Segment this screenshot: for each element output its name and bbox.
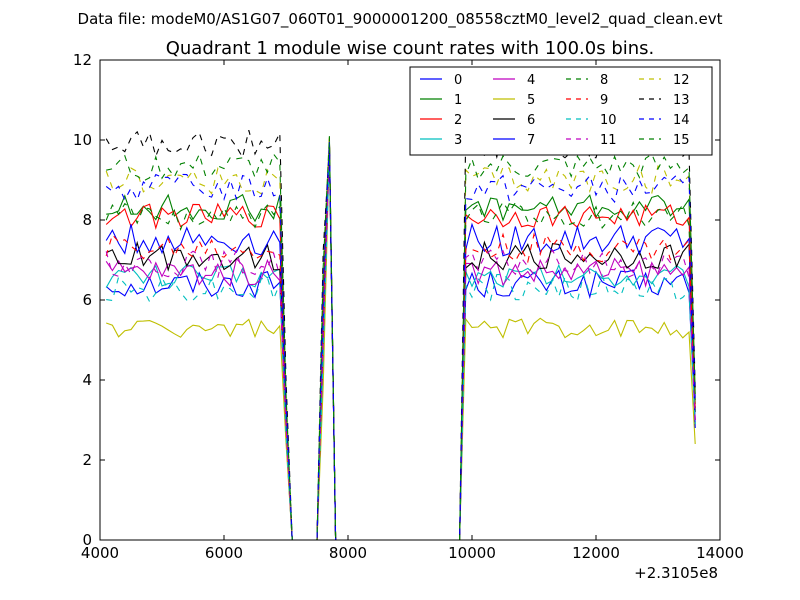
y-tick-label-4: 8 <box>82 211 92 229</box>
series-line-9 <box>105 138 696 541</box>
legend-label-13: 13 <box>673 93 690 108</box>
legend-frame <box>409 66 713 156</box>
x-tick-label-5: 14000 <box>696 544 744 562</box>
x-tick-label-4: 12000 <box>572 544 620 562</box>
legend-label-6: 6 <box>527 113 535 128</box>
series-line-11 <box>105 143 696 541</box>
series-line-10 <box>106 149 696 541</box>
y-tick-label-2: 4 <box>82 371 92 389</box>
series-line-14 <box>105 141 696 541</box>
legend-label-7: 7 <box>527 133 535 148</box>
series-line-12 <box>105 137 696 541</box>
legend-label-2: 2 <box>454 113 462 128</box>
legend-label-0: 0 <box>454 73 462 88</box>
series-line-8 <box>105 144 696 541</box>
x-tick-label-0: 4000 <box>81 544 119 562</box>
x-offset-label: +2.3105e8 <box>634 564 718 582</box>
series-line-5 <box>106 146 696 541</box>
y-tick-label-3: 6 <box>82 291 92 309</box>
chart-title: Quadrant 1 module wise count rates with … <box>166 38 655 59</box>
x-tick-label-1: 6000 <box>205 544 243 562</box>
legend-label-14: 14 <box>673 113 690 128</box>
legend-label-1: 1 <box>454 93 462 108</box>
legend-label-4: 4 <box>527 73 535 88</box>
series-line-15 <box>106 136 696 541</box>
legend-label-5: 5 <box>527 93 535 108</box>
legend-label-12: 12 <box>673 73 690 88</box>
legend-label-10: 10 <box>600 113 617 128</box>
legend-label-15: 15 <box>673 133 690 148</box>
x-tick-label-2: 8000 <box>329 544 367 562</box>
y-tick-label-6: 12 <box>73 51 92 69</box>
legend-label-11: 11 <box>600 133 617 148</box>
legend-label-8: 8 <box>600 73 608 88</box>
figure-suptitle: Data file: modeM0/AS1G07_060T01_90000012… <box>78 10 723 29</box>
series-layer <box>105 129 696 541</box>
y-tick-label-0: 0 <box>82 531 92 549</box>
series-line-2 <box>105 147 696 541</box>
y-tick-label-5: 10 <box>73 131 92 149</box>
y-tick-label-1: 2 <box>82 451 92 469</box>
legend-label-3: 3 <box>454 133 462 148</box>
x-tick-label-3: 10000 <box>448 544 496 562</box>
legend-label-9: 9 <box>600 93 608 108</box>
